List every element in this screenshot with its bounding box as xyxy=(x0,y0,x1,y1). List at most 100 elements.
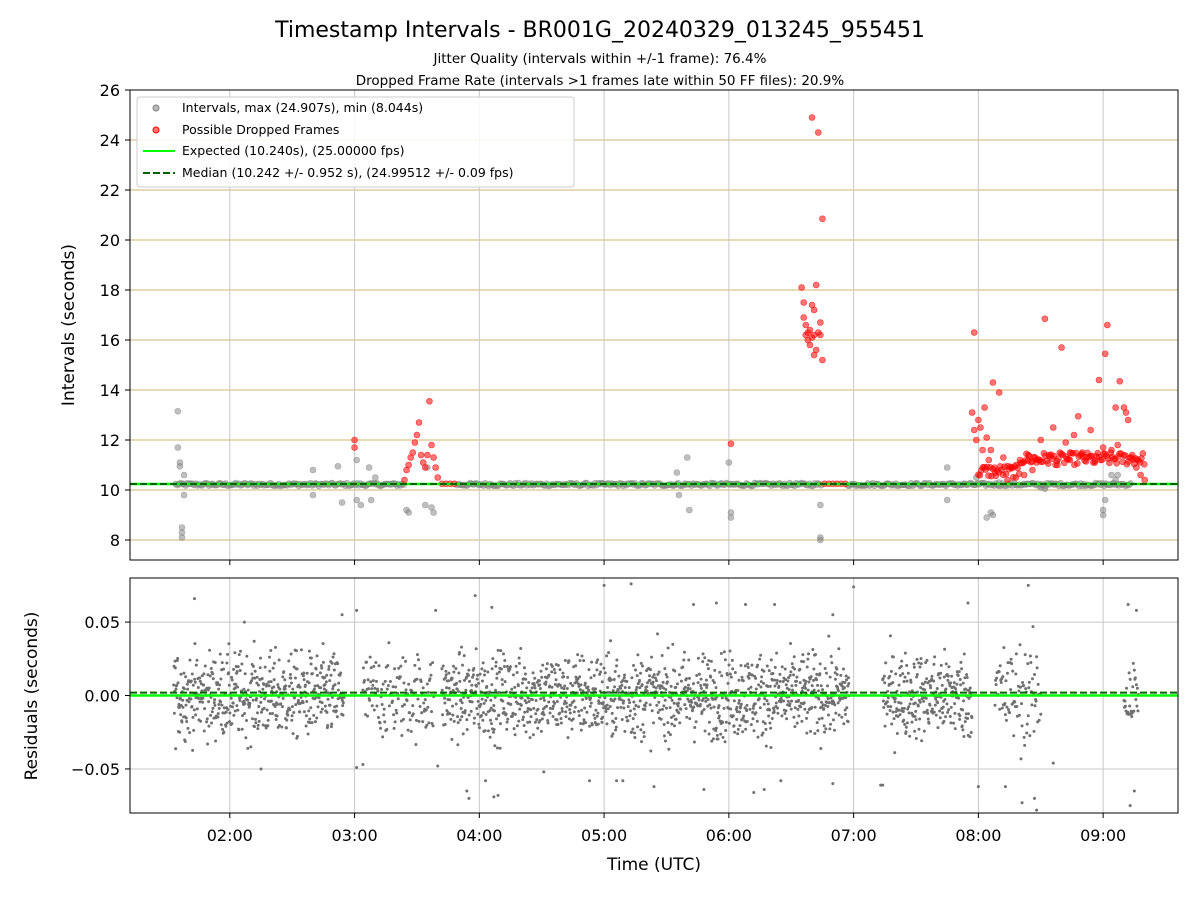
residual-point xyxy=(530,698,534,702)
residual-point xyxy=(544,682,548,686)
interval-point xyxy=(372,474,379,481)
residual-point xyxy=(695,673,699,677)
residual-point xyxy=(516,684,520,688)
residual-point xyxy=(521,715,525,719)
residual-point xyxy=(257,705,261,709)
residual-point xyxy=(802,660,806,664)
x-tick-label: 04:00 xyxy=(456,826,502,845)
residual-point xyxy=(545,662,549,666)
residual-point xyxy=(899,701,903,705)
residual-point xyxy=(594,687,598,691)
dropped-frame-point xyxy=(421,464,429,471)
residual-point xyxy=(578,659,582,663)
residual-point xyxy=(427,721,431,725)
residual-point xyxy=(182,671,186,675)
residual-point xyxy=(492,727,496,731)
residual-point xyxy=(559,717,563,721)
residual-point xyxy=(385,687,389,691)
residual-point xyxy=(317,696,321,700)
residual-point xyxy=(600,680,604,684)
residual-point xyxy=(798,681,802,685)
residual-point xyxy=(622,676,626,680)
residual-point xyxy=(445,686,449,690)
residual-point xyxy=(692,740,696,744)
residual-point xyxy=(361,666,365,670)
residual-point xyxy=(919,657,923,661)
residual-point xyxy=(214,739,218,743)
residual-point xyxy=(627,686,631,690)
residual-point xyxy=(793,725,797,729)
residual-point xyxy=(595,714,599,718)
residual-point xyxy=(828,722,832,726)
residual-point xyxy=(325,673,329,677)
residual-point xyxy=(921,682,925,686)
residual-point xyxy=(744,727,748,731)
dropped-frame-point xyxy=(1041,315,1049,323)
residual-point xyxy=(1135,704,1139,708)
residual-point xyxy=(560,686,564,690)
residual-point xyxy=(287,659,291,663)
residual-point xyxy=(189,679,193,683)
interval-point xyxy=(943,496,951,504)
residual-point xyxy=(379,726,383,730)
residual-point xyxy=(225,721,229,725)
residual-point xyxy=(761,720,765,724)
residual-point xyxy=(231,701,235,705)
residual-point xyxy=(497,670,501,674)
residual-point xyxy=(664,688,668,692)
dropped-frame-point xyxy=(1106,459,1113,467)
residual-point xyxy=(490,667,494,671)
residual-point xyxy=(677,673,681,677)
residual-point xyxy=(316,705,320,709)
dropped-frame-point xyxy=(798,284,805,291)
residual-point xyxy=(326,697,330,701)
residual-point xyxy=(625,679,629,683)
residual-point xyxy=(304,724,308,728)
residual-point xyxy=(394,708,398,712)
residual-point xyxy=(826,704,830,708)
residual-point xyxy=(948,714,952,718)
dropped-frame-point xyxy=(1037,436,1045,444)
dropped-frame-point xyxy=(434,474,442,481)
residual-point xyxy=(239,649,243,653)
residual-point xyxy=(465,789,469,793)
residual-point xyxy=(208,648,212,652)
residual-point xyxy=(256,711,260,715)
residual-point xyxy=(621,678,625,682)
residual-point xyxy=(1007,708,1011,712)
residual-point xyxy=(897,701,901,705)
residual-point xyxy=(768,721,772,725)
residual-point xyxy=(235,670,239,674)
residual-point xyxy=(193,680,197,684)
residual-point xyxy=(550,685,554,689)
residual-point xyxy=(773,602,777,606)
dropped-frame-point xyxy=(1020,471,1028,479)
residual-point xyxy=(925,658,929,662)
residual-point xyxy=(936,701,940,705)
residual-point xyxy=(315,654,319,658)
residual-point xyxy=(675,682,679,686)
residual-point xyxy=(722,706,726,710)
residual-point xyxy=(475,684,479,688)
residual-point xyxy=(714,729,718,733)
dropped-frame-point xyxy=(1137,471,1144,479)
residual-point xyxy=(473,716,477,720)
residual-point xyxy=(233,709,237,713)
residual-point xyxy=(767,714,771,718)
residual-point xyxy=(930,707,934,711)
dropped-frame-point xyxy=(1128,451,1136,459)
residual-point xyxy=(720,674,724,678)
residual-point xyxy=(963,676,967,680)
residual-point xyxy=(550,670,554,674)
residual-point xyxy=(391,699,395,703)
residual-point xyxy=(762,669,766,673)
residual-point xyxy=(686,683,690,687)
residual-point xyxy=(1001,675,1005,679)
legend-label-expected: Expected (10.240s), (25.00000 fps) xyxy=(182,143,404,158)
residual-point xyxy=(336,662,340,666)
residual-point xyxy=(703,656,707,660)
residual-point xyxy=(764,744,768,748)
residual-point xyxy=(284,726,288,730)
residual-point xyxy=(669,684,673,688)
residual-point xyxy=(278,687,282,691)
